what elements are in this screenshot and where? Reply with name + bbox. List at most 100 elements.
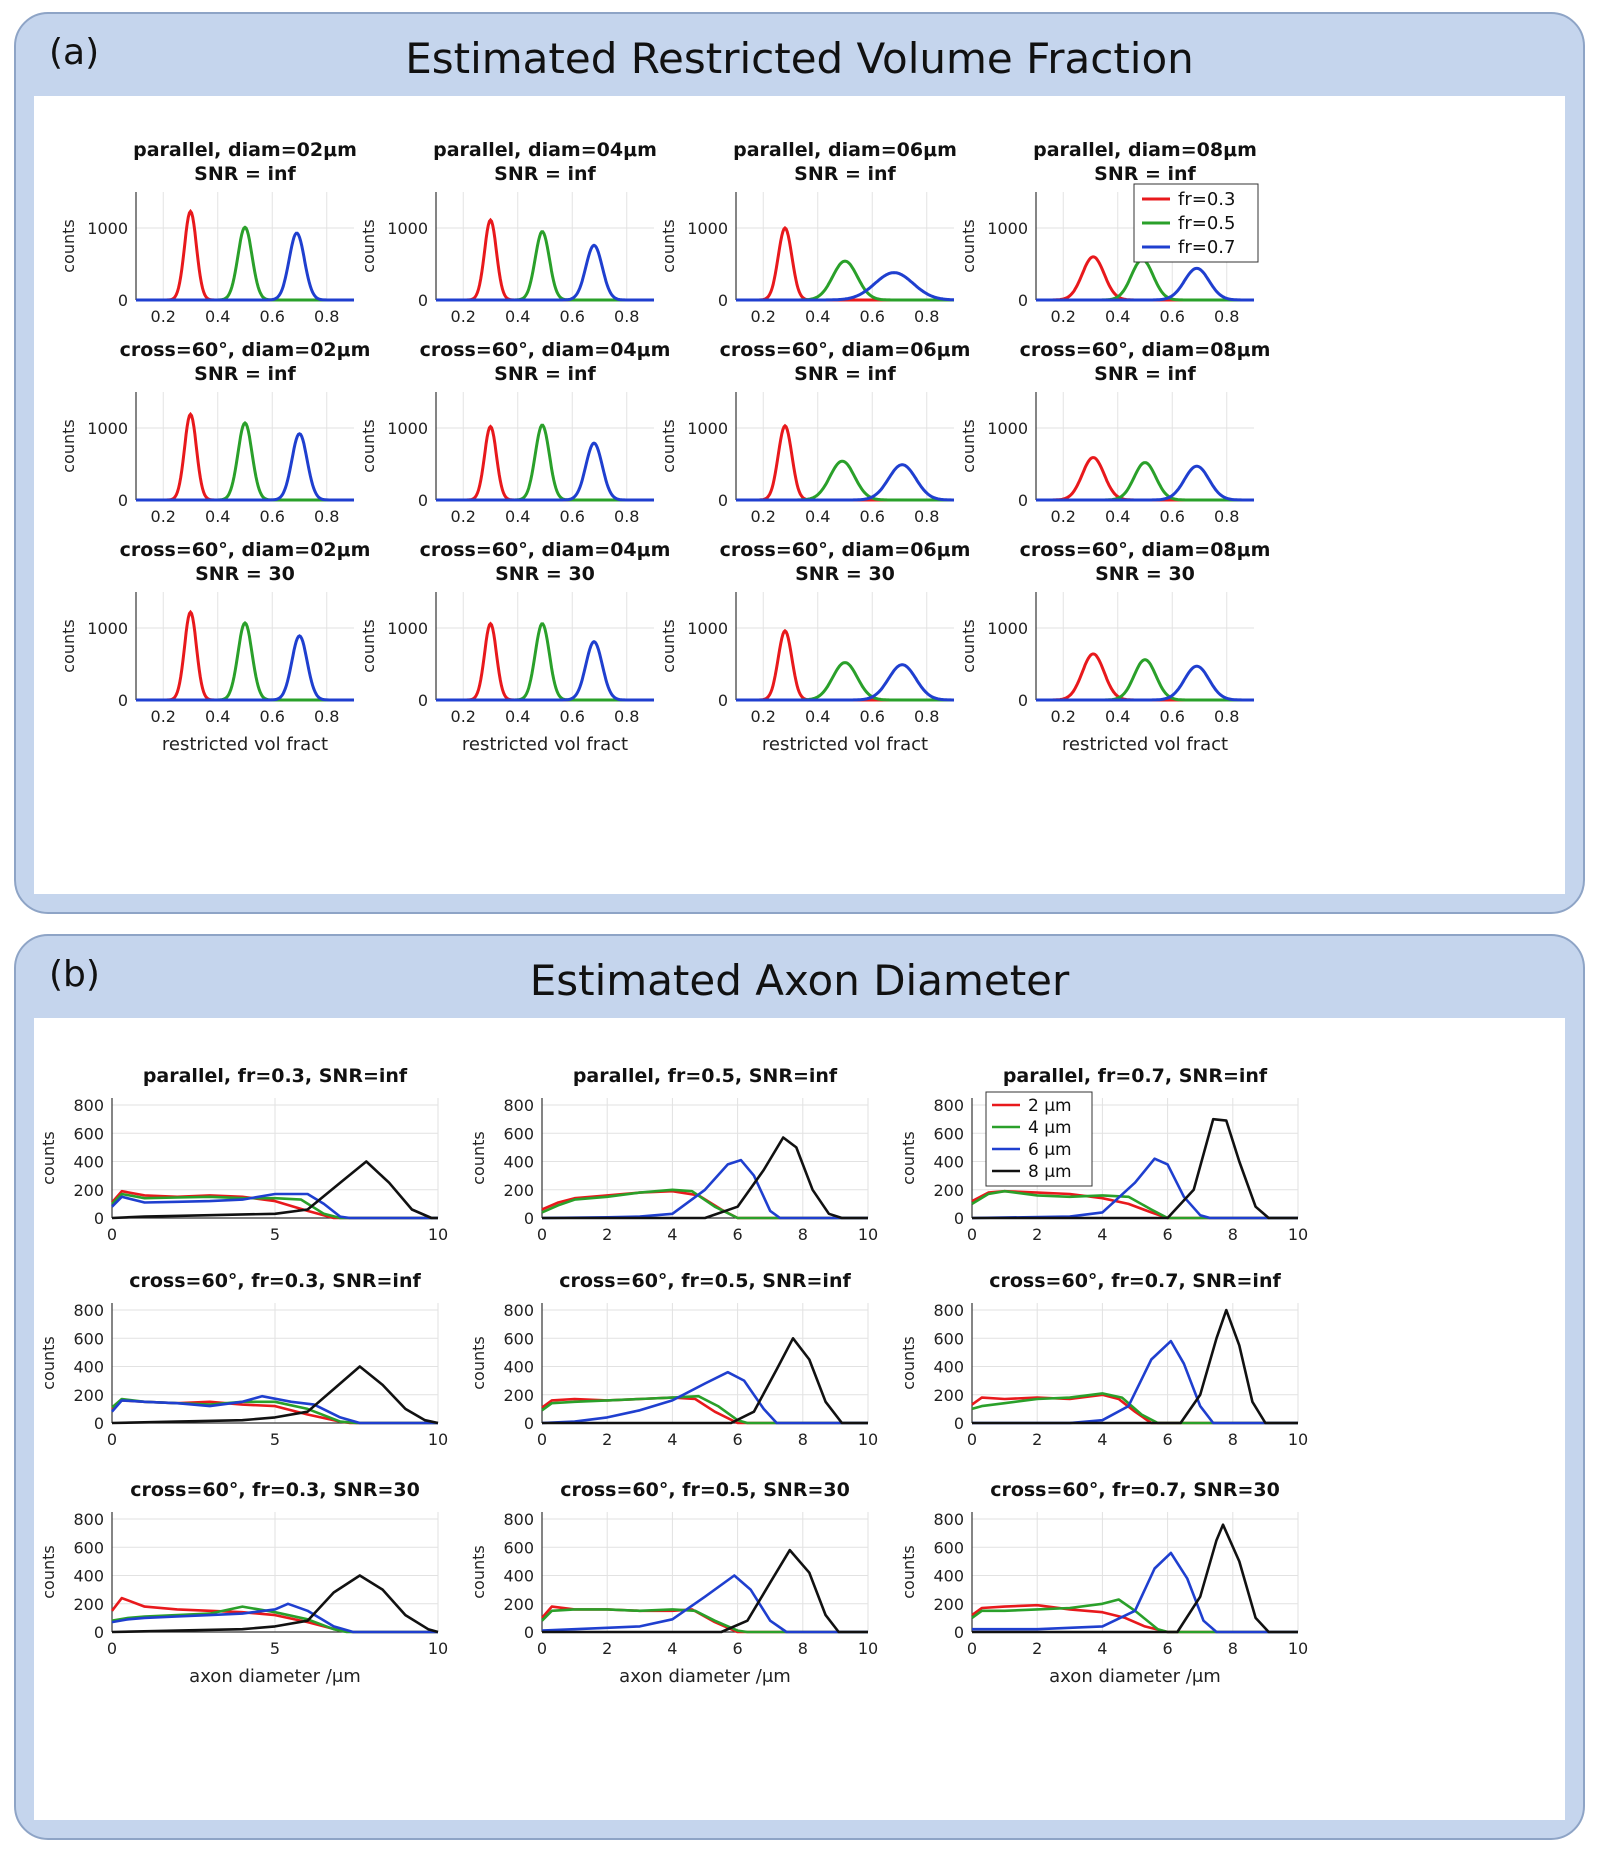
x-tick-label: 0.6: [560, 307, 585, 326]
y-tick-label: 600: [503, 1329, 534, 1348]
y-tick-label: 200: [503, 1595, 534, 1614]
y-tick-label: 400: [503, 1358, 534, 1377]
x-tick-label: 6: [1163, 1225, 1173, 1244]
vf-plot-subtitle: SNR = inf: [494, 163, 596, 185]
vf-plot-title: cross=60°, diam=06μm: [720, 539, 971, 561]
x-tick-label: 0: [537, 1639, 547, 1658]
ad-series-line: [111, 1192, 438, 1220]
x-tick-label: 0.4: [505, 707, 530, 726]
y-axis-label: counts: [59, 419, 78, 472]
panel-a-label: (a): [49, 32, 100, 73]
ad-plot: parallel, fr=0.7, SNR=inf 0 2 4 6 8 10 0 200 400 6…: [899, 1065, 1308, 1244]
y-axis-label: counts: [469, 1545, 488, 1598]
ad-plot: cross=60°, fr=0.5, SNR=30 0 2 4 6 8 10 0 200 400 6…: [469, 1479, 878, 1687]
y-tick-label: 0: [1018, 291, 1028, 310]
y-tick-label: 0: [1018, 691, 1028, 710]
vf-plot-subtitle: SNR = inf: [794, 163, 896, 185]
vf-series-line: [736, 463, 954, 502]
x-tick-label: 0.4: [505, 307, 530, 326]
x-tick-label: 0.6: [260, 307, 285, 326]
y-tick-label: 0: [524, 1209, 534, 1228]
y-axis-label: counts: [959, 619, 978, 672]
x-tick-label: 0.8: [614, 707, 639, 726]
ad-plot-title: cross=60°, fr=0.3, SNR=inf: [129, 1270, 421, 1292]
y-tick-label: 1000: [87, 419, 128, 438]
vf-plot-subtitle: SNR = inf: [1094, 163, 1196, 185]
x-tick-label: 0.4: [505, 507, 530, 526]
x-tick-label: 2: [1032, 1430, 1042, 1449]
y-tick-label: 800: [933, 1301, 964, 1320]
x-tick-label: 0.8: [314, 307, 339, 326]
x-tick-label: 0.4: [1105, 507, 1130, 526]
y-tick-label: 400: [73, 1358, 104, 1377]
legend-label: fr=0.5: [1178, 213, 1235, 234]
y-axis-label: counts: [899, 1336, 918, 1389]
ad-plot-title: parallel, fr=0.7, SNR=inf: [1003, 1065, 1268, 1087]
x-tick-label: 0.2: [751, 307, 776, 326]
x-axis-label: restricted vol fract: [162, 734, 328, 755]
ad-series-line: [111, 1365, 439, 1425]
ad-plot: parallel, fr=0.3, SNR=inf 0 5 10 0 200 400 600 8…: [39, 1065, 448, 1244]
x-tick-label: 0: [107, 1639, 117, 1658]
y-tick-label: 1000: [987, 619, 1028, 638]
vf-series-line: [436, 217, 654, 302]
y-axis-label: counts: [59, 219, 78, 272]
y-axis-label: counts: [39, 1545, 58, 1598]
legend-label: 6 μm: [1028, 1140, 1072, 1160]
vf-plot-subtitle: SNR = 30: [795, 563, 895, 585]
x-axis-label: axon diameter /μm: [189, 1666, 361, 1687]
ad-series-line: [971, 1598, 1298, 1634]
vf-plot-title: cross=60°, diam=08μm: [1020, 539, 1271, 561]
x-axis-label: restricted vol fract: [762, 734, 928, 755]
vf-series-line: [136, 231, 354, 302]
ad-series-line: [111, 1189, 438, 1220]
y-tick-label: 600: [73, 1329, 104, 1348]
ad-series-line: [111, 1602, 438, 1634]
vf-plot-title: cross=60°, diam=08μm: [1020, 339, 1271, 361]
y-axis-label: counts: [959, 419, 978, 472]
x-tick-label: 0.6: [560, 507, 585, 526]
y-tick-label: 800: [503, 1301, 534, 1320]
vf-series-line: [136, 208, 354, 302]
ad-series-line: [972, 1523, 1298, 1634]
ad-series-line: [111, 1160, 438, 1220]
vf-series-line: [436, 622, 654, 702]
ad-series-line: [541, 1608, 868, 1634]
vf-plot-subtitle: SNR = 30: [195, 563, 295, 585]
y-axis-label: counts: [39, 1336, 58, 1389]
vf-series-line: [136, 421, 354, 502]
x-tick-label: 0.4: [1105, 307, 1130, 326]
x-tick-label: 4: [1097, 1225, 1107, 1244]
panel-b-chart-area: parallel, fr=0.3, SNR=inf 0 5 10 0 200 400 600 8…: [34, 1018, 1565, 1820]
vf-plot-title: cross=60°, diam=06μm: [720, 339, 971, 361]
y-tick-label: 600: [73, 1124, 104, 1143]
y-tick-label: 800: [73, 1510, 104, 1529]
vf-series-line: [1036, 255, 1254, 302]
y-axis-label: counts: [359, 419, 378, 472]
vf-plot-title: cross=60°, diam=04μm: [420, 539, 671, 561]
x-tick-label: 10: [858, 1430, 878, 1449]
ad-series-line: [971, 1392, 1298, 1425]
vf-plot-title: parallel, diam=08μm: [1033, 139, 1257, 161]
ad-plot: cross=60°, fr=0.7, SNR=30 0 2 4 6 8 10 0 200 400 6…: [899, 1479, 1308, 1687]
ad-series-line: [542, 1548, 868, 1634]
y-tick-label: 0: [94, 1209, 104, 1228]
vf-plot-subtitle: SNR = inf: [794, 363, 896, 385]
x-tick-label: 0.2: [1051, 507, 1076, 526]
vf-plot-title: parallel, diam=04μm: [433, 139, 657, 161]
x-tick-label: 0.4: [805, 507, 830, 526]
vf-series-line: [436, 640, 654, 702]
x-tick-label: 0.8: [614, 307, 639, 326]
x-tick-label: 0.2: [151, 307, 176, 326]
ad-series-line: [541, 1189, 868, 1220]
x-tick-label: 0.2: [151, 507, 176, 526]
vf-plot-title: parallel, diam=06μm: [733, 139, 957, 161]
x-tick-label: 4: [1097, 1430, 1107, 1449]
y-tick-label: 400: [933, 1567, 964, 1586]
y-tick-label: 1000: [87, 219, 128, 238]
y-tick-label: 0: [524, 1414, 534, 1433]
x-tick-label: 2: [602, 1225, 612, 1244]
